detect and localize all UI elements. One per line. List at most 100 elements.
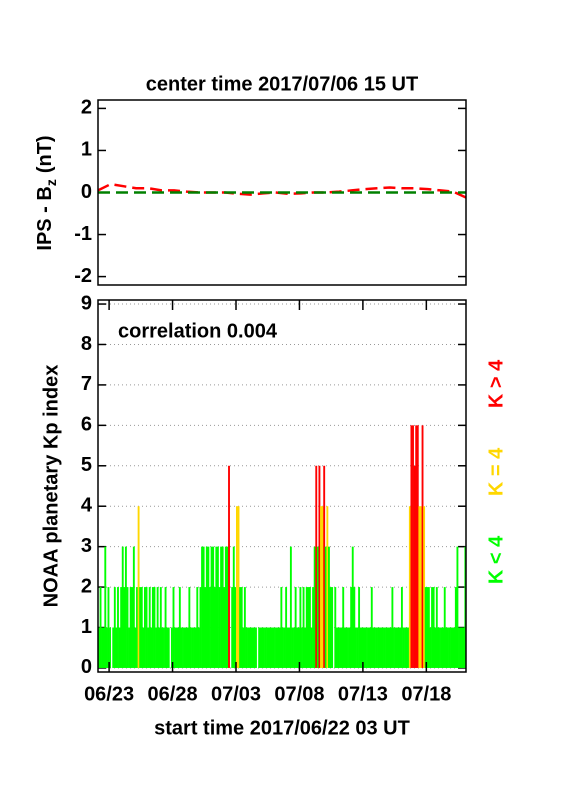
bar <box>343 627 346 668</box>
bar <box>247 627 249 668</box>
bar <box>342 587 345 668</box>
bar <box>367 627 370 668</box>
bar <box>396 627 399 668</box>
bar <box>291 627 294 668</box>
y-tick-label: -2 <box>74 265 92 287</box>
bar <box>459 627 462 668</box>
bar <box>388 627 391 668</box>
bar <box>448 627 451 668</box>
bar <box>304 627 307 668</box>
bar <box>421 425 424 668</box>
bar <box>266 627 269 668</box>
y-tick-label: 0 <box>81 181 92 203</box>
y-tick-label: 7 <box>81 373 92 395</box>
bar <box>156 587 159 668</box>
plot-frame <box>97 99 467 286</box>
bar <box>140 587 143 668</box>
bar <box>354 627 357 668</box>
bar <box>416 425 419 668</box>
bar <box>212 546 215 668</box>
bar <box>213 587 216 668</box>
bar <box>305 587 308 668</box>
bar <box>177 627 180 668</box>
y-tick-label: 8 <box>81 333 92 355</box>
bar <box>262 627 265 668</box>
bar <box>172 587 175 668</box>
bar <box>316 546 319 668</box>
bar <box>190 627 192 668</box>
bar <box>318 465 321 668</box>
bar <box>297 627 300 668</box>
bar <box>150 627 153 668</box>
bar <box>174 627 177 668</box>
bar <box>218 587 221 668</box>
bar <box>240 587 243 668</box>
bar <box>326 506 329 668</box>
y-tick-label: 5 <box>81 454 92 476</box>
bar <box>188 587 191 668</box>
bar <box>175 627 178 668</box>
y-tick-label: 1 <box>81 616 92 638</box>
bar <box>329 587 332 668</box>
bar <box>137 506 140 668</box>
bar <box>158 627 161 668</box>
data-line <box>97 182 467 199</box>
bar <box>442 627 445 668</box>
bar <box>98 627 100 668</box>
bar <box>353 587 356 668</box>
legend-label: K > 4 <box>485 359 507 408</box>
bar <box>199 587 202 668</box>
bar <box>420 506 422 668</box>
bar <box>124 546 127 668</box>
bar <box>186 627 189 668</box>
bar <box>308 587 311 668</box>
bar <box>427 587 430 668</box>
bar <box>312 587 315 668</box>
bar <box>113 587 116 668</box>
bar <box>104 546 107 668</box>
bar <box>380 627 383 668</box>
bar <box>350 587 353 668</box>
x-axis-label: start time 2017/06/22 03 UT <box>154 717 410 739</box>
bar <box>180 627 183 668</box>
bar <box>163 627 165 668</box>
y-label-main: IPS - B <box>34 186 56 250</box>
bar <box>378 627 381 668</box>
y-axis-label: IPS - Bz (nT) <box>34 135 58 250</box>
bar <box>196 587 199 668</box>
bar <box>243 587 246 668</box>
bar <box>337 627 340 668</box>
bar <box>393 627 395 668</box>
bar <box>399 627 402 668</box>
y-label-sub: z <box>43 179 59 186</box>
bar <box>107 587 110 668</box>
bar <box>362 627 365 668</box>
bar <box>435 587 438 668</box>
bar <box>324 546 327 668</box>
bar <box>183 627 186 668</box>
bar <box>170 627 173 668</box>
bar <box>237 506 240 668</box>
bar <box>221 546 224 668</box>
bar <box>210 546 213 668</box>
bar <box>223 587 226 668</box>
bar <box>277 627 280 668</box>
bar <box>258 627 261 668</box>
bar <box>197 627 200 668</box>
bar <box>148 587 151 668</box>
bar <box>147 627 150 668</box>
bar <box>366 627 368 668</box>
bar <box>434 627 437 668</box>
bar <box>153 587 156 668</box>
bar <box>328 546 330 668</box>
bar <box>261 627 264 668</box>
bar <box>99 587 102 668</box>
bar <box>429 627 432 668</box>
bar <box>182 627 184 668</box>
bar <box>117 587 119 668</box>
bar <box>321 506 324 668</box>
bar <box>280 587 283 668</box>
bar <box>450 627 453 668</box>
bar <box>370 587 373 668</box>
